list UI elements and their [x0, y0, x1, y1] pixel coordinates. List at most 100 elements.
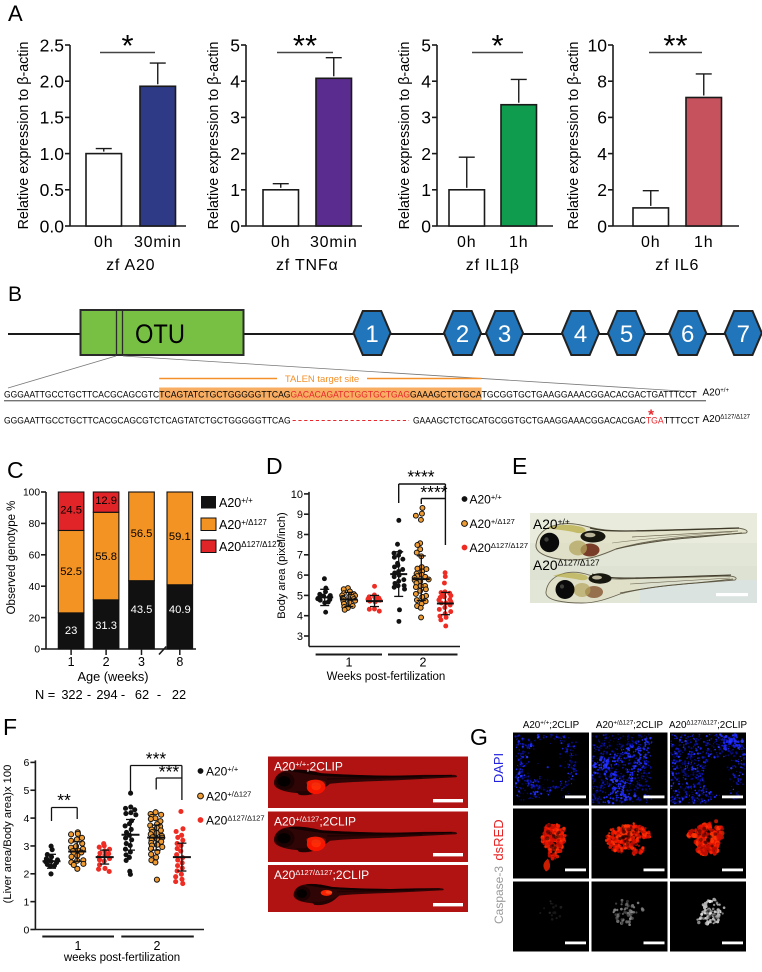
- svg-text:3: 3: [230, 108, 240, 128]
- svg-text:9: 9: [297, 509, 303, 521]
- svg-text:1h: 1h: [694, 234, 713, 251]
- svg-text:30min: 30min: [310, 234, 358, 251]
- svg-text:4: 4: [297, 611, 303, 623]
- svg-text:5: 5: [421, 35, 431, 55]
- svg-text:Weeks post-fertilization: Weeks post-fertilization: [327, 671, 446, 683]
- svg-text:Relative expression to β-actin: Relative expression to β-actin: [397, 42, 413, 230]
- svg-text:*: *: [121, 28, 133, 63]
- svg-text:TGCGGTGCTGAAGGAAACGGACACGACTGA: TGCGGTGCTGAAGGAAACGGACACGACTGATTTCCT: [482, 390, 697, 400]
- svg-text:1.0: 1.0: [40, 144, 65, 164]
- svg-text:**: **: [663, 28, 687, 63]
- svg-text:80: 80: [29, 519, 41, 530]
- svg-text:2: 2: [456, 321, 469, 348]
- svg-text:12.9: 12.9: [95, 495, 117, 507]
- svg-text:A20Δ127/Δ127: A20Δ127/Δ127: [703, 414, 751, 425]
- svg-text:2: 2: [597, 180, 607, 200]
- svg-text:30min: 30min: [134, 234, 182, 251]
- svg-text:(Liver area/Body area)x 100: (Liver area/Body area)x 100: [2, 765, 14, 904]
- svg-text:100: 100: [23, 488, 40, 499]
- svg-text:Age (weeks): Age (weeks): [77, 669, 148, 684]
- svg-text:59.1: 59.1: [169, 531, 191, 543]
- svg-text:zf TNFα: zf TNFα: [276, 257, 339, 274]
- svg-text:weeks post-fertilization: weeks post-fertilization: [63, 952, 180, 964]
- svg-text:43.5: 43.5: [131, 604, 153, 616]
- svg-text:0: 0: [421, 216, 431, 236]
- svg-text:62: 62: [135, 687, 149, 702]
- svg-text:7: 7: [737, 321, 750, 348]
- svg-text:1: 1: [75, 939, 82, 953]
- svg-text:5: 5: [297, 590, 303, 602]
- svg-text:**: **: [293, 28, 317, 63]
- svg-text:*: *: [648, 407, 654, 424]
- svg-text:DAPI: DAPI: [491, 753, 506, 783]
- svg-text:60: 60: [29, 551, 41, 562]
- svg-text:3: 3: [421, 108, 431, 128]
- svg-text:2: 2: [154, 939, 161, 953]
- svg-text:2: 2: [230, 144, 240, 164]
- svg-text:1: 1: [421, 180, 431, 200]
- svg-text:0h: 0h: [94, 234, 113, 251]
- svg-text:1: 1: [365, 321, 378, 348]
- svg-text:4: 4: [597, 144, 607, 164]
- svg-text:0: 0: [230, 216, 240, 236]
- svg-text:TALEN target site: TALEN target site: [285, 374, 359, 385]
- svg-text:1: 1: [68, 655, 75, 669]
- svg-text:40.9: 40.9: [169, 604, 191, 616]
- svg-text:5: 5: [620, 321, 633, 348]
- svg-text:40: 40: [29, 582, 41, 593]
- svg-text:6: 6: [681, 321, 694, 348]
- svg-text:***: ***: [146, 749, 167, 769]
- svg-text:*: *: [491, 28, 503, 63]
- svg-text:GGGAATTGCCTGCTTCACGCAGCGTC: GGGAATTGCCTGCTTCACGCAGCGTC: [4, 390, 159, 400]
- svg-text:N =: N =: [35, 687, 55, 702]
- svg-text:TCAGTATCTGCTGGGGGTTCAG: TCAGTATCTGCTGGGGGTTCAG: [159, 390, 290, 400]
- svg-text:OTU: OTU: [135, 319, 185, 349]
- svg-text:zf A20: zf A20: [106, 257, 155, 274]
- svg-text:GGGAATTGCCTGCTTCACGCAGCGTCTCAG: GGGAATTGCCTGCTTCACGCAGCGTCTCAGTATCTGCTGG…: [4, 416, 291, 426]
- svg-text:A20+/Δ127;2CLIP: A20+/Δ127;2CLIP: [596, 720, 664, 731]
- svg-text:GACACAGATCTGGTGCTGAG: GACACAGATCTGGTGCTGAG: [291, 390, 410, 400]
- svg-text:A20+/+;2CLIP: A20+/+;2CLIP: [274, 760, 343, 774]
- svg-text:7: 7: [297, 550, 303, 562]
- svg-text:zf IL1β: zf IL1β: [466, 257, 520, 274]
- svg-text:8: 8: [297, 529, 303, 541]
- svg-text:A20+/Δ127;2CLIP: A20+/Δ127;2CLIP: [274, 815, 356, 829]
- svg-text:2: 2: [24, 869, 30, 881]
- svg-text:10: 10: [291, 489, 303, 501]
- svg-text:2.0: 2.0: [40, 72, 65, 92]
- svg-text:5: 5: [24, 785, 30, 797]
- svg-text:6: 6: [597, 108, 607, 128]
- svg-text:A20+/+: A20+/+: [703, 388, 730, 399]
- svg-text:***: ***: [159, 762, 180, 782]
- svg-text:0h: 0h: [641, 234, 660, 251]
- svg-text:****: ****: [407, 467, 434, 487]
- svg-text:GAAAGCTCTGCATGCGGTGCTGAAGGAAAC: GAAAGCTCTGCATGCGGTGCTGAAGGAAACGGACACGAC: [413, 416, 646, 426]
- svg-text:A20Δ127/Δ127;2CLIP: A20Δ127/Δ127;2CLIP: [669, 720, 747, 731]
- svg-text:E: E: [512, 453, 527, 479]
- svg-text:A: A: [8, 1, 23, 26]
- svg-text:3: 3: [138, 655, 145, 669]
- svg-text:1.5: 1.5: [40, 108, 64, 128]
- svg-text:D: D: [266, 453, 283, 479]
- svg-text:4: 4: [24, 813, 30, 825]
- svg-text:**: **: [57, 790, 71, 810]
- svg-text:TGA: TGA: [646, 416, 665, 426]
- svg-text:3: 3: [24, 841, 30, 853]
- svg-text:Body area (pixel/inch): Body area (pixel/inch): [276, 512, 288, 618]
- svg-text:zf IL6: zf IL6: [655, 257, 699, 274]
- svg-text:3: 3: [297, 631, 303, 643]
- svg-text:6: 6: [297, 570, 303, 582]
- svg-text:0.5: 0.5: [40, 180, 64, 200]
- svg-text:22: 22: [172, 687, 186, 702]
- svg-text:TTTCCT: TTTCCT: [664, 416, 700, 426]
- svg-text:55.8: 55.8: [95, 551, 117, 563]
- svg-text:5: 5: [230, 35, 240, 55]
- svg-text:294: 294: [96, 687, 117, 702]
- svg-text:23: 23: [65, 625, 77, 637]
- svg-text:3: 3: [498, 321, 511, 348]
- svg-text:Relative expression to β-actin: Relative expression to β-actin: [566, 42, 582, 230]
- svg-text:20: 20: [29, 613, 41, 624]
- svg-text:4: 4: [574, 321, 587, 348]
- svg-text:2: 2: [421, 144, 431, 164]
- svg-text:0: 0: [34, 645, 40, 656]
